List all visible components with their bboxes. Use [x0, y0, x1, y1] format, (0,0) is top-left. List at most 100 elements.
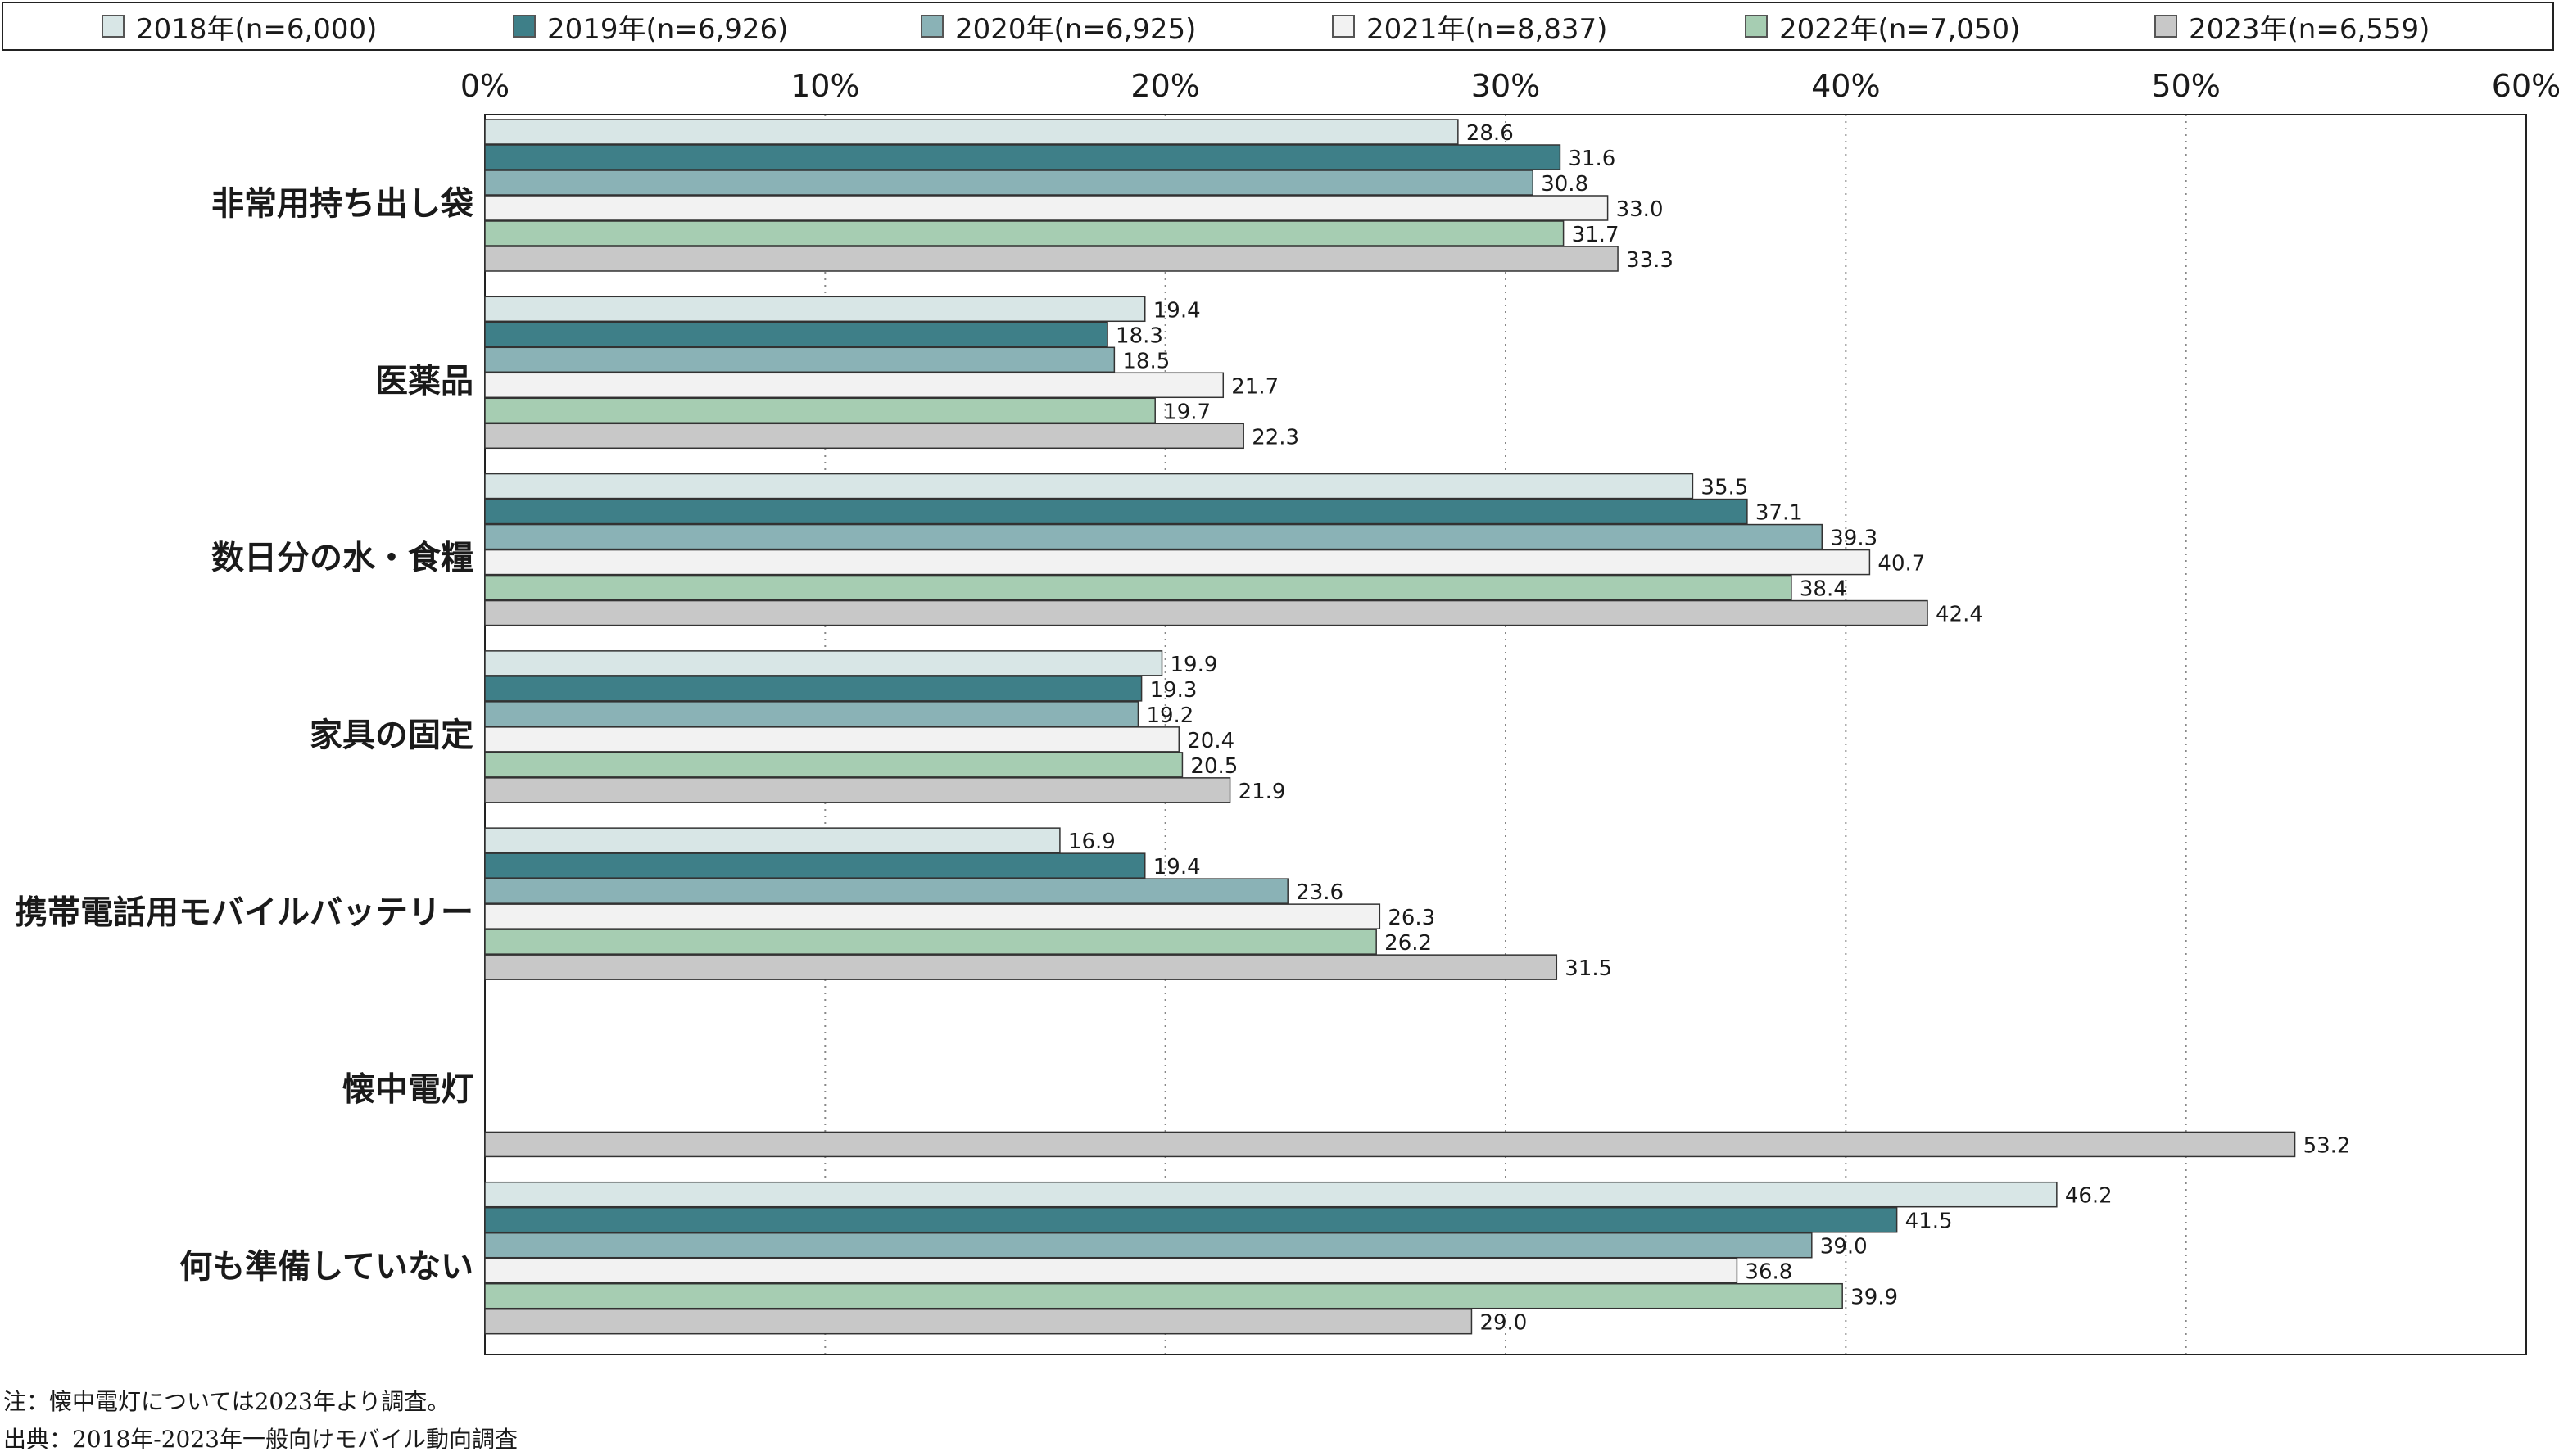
bar [484, 726, 1180, 753]
data-label: 20.5 [1190, 754, 1238, 779]
category-label: 医薬品 [375, 362, 473, 400]
data-label: 37.1 [1755, 501, 1803, 526]
data-label: 53.2 [2303, 1133, 2351, 1158]
legend-item-2022: 2022年(n=7,050) [1745, 3, 2020, 49]
data-label: 28.6 [1466, 121, 1514, 146]
legend-item-2023: 2023年(n=6,559) [2154, 3, 2430, 49]
bar [484, 321, 1108, 348]
data-label: 19.3 [1150, 678, 1198, 703]
data-label: 20.4 [1187, 729, 1234, 753]
data-label: 21.7 [1231, 374, 1279, 399]
category-label: 携帯電話用モバイルバッテリー [15, 893, 473, 931]
data-label: 41.5 [1905, 1210, 1953, 1234]
legend-label-2018: 2018年(n=6,000) [136, 12, 378, 46]
legend-item-2018: 2018年(n=6,000) [102, 3, 377, 49]
bar [484, 220, 1565, 246]
data-label: 19.2 [1146, 703, 1193, 728]
bar [484, 170, 1533, 196]
legend-label-2020: 2020年(n=6,925) [955, 12, 1197, 46]
data-label: 18.3 [1116, 323, 1163, 348]
data-label: 33.0 [1616, 197, 1664, 222]
legend-label-2019: 2019年(n=6,926) [547, 12, 789, 46]
bar [484, 929, 1377, 955]
bar [484, 1206, 1898, 1233]
x-tick-label: 10% [790, 68, 859, 104]
bar [484, 954, 1558, 980]
category-label: 懐中電灯 [342, 1071, 473, 1109]
bar [484, 423, 1244, 450]
chart-legend: 2018年(n=6,000) 2019年(n=6,926) 2020年(n=6,… [2, 2, 2554, 51]
data-label: 38.4 [1800, 577, 1847, 602]
bar [484, 599, 1928, 626]
x-tick-label: 20% [1130, 68, 1199, 104]
x-tick-label: 60% [2492, 68, 2559, 104]
data-label: 26.2 [1384, 931, 1432, 956]
bar [484, 574, 1792, 601]
bar [484, 650, 1163, 676]
bar [484, 1131, 2296, 1158]
data-label: 19.4 [1153, 855, 1201, 879]
category-label: 非常用持ち出し袋 [211, 185, 473, 223]
bar [484, 549, 1871, 576]
data-label: 40.7 [1877, 552, 1925, 577]
legend-label-2021: 2021年(n=8,837) [1366, 12, 1608, 46]
legend-swatch-2022 [1745, 15, 1768, 38]
data-label: 35.5 [1701, 476, 1748, 500]
data-label: 33.3 [1626, 248, 1674, 273]
category-label: 何も準備していない [179, 1248, 473, 1286]
legend-item-2019: 2019年(n=6,926) [513, 3, 788, 49]
bar [484, 1308, 1473, 1335]
bar [484, 878, 1289, 904]
bar [484, 701, 1139, 727]
bar [484, 144, 1561, 170]
bar [484, 473, 1694, 500]
legend-swatch-2021 [1332, 15, 1355, 38]
x-tick-label: 0% [460, 68, 510, 104]
bar [484, 195, 1609, 221]
data-label: 19.9 [1171, 653, 1218, 677]
x-tick-label: 40% [1811, 68, 1880, 104]
data-label: 18.5 [1122, 349, 1170, 373]
bar [484, 372, 1225, 399]
data-label: 36.8 [1745, 1260, 1792, 1285]
bar [484, 1257, 1738, 1284]
data-label: 19.4 [1153, 298, 1201, 323]
data-label: 46.2 [2065, 1184, 2113, 1209]
bar [484, 498, 1748, 525]
bar [484, 903, 1381, 929]
bar [484, 1232, 1813, 1259]
bar [484, 346, 1116, 373]
data-label: 21.9 [1239, 780, 1286, 804]
bar [484, 777, 1231, 803]
bar [484, 827, 1061, 853]
bar [484, 397, 1156, 424]
x-tick-label: 30% [1471, 68, 1540, 104]
legend-label-2022: 2022年(n=7,050) [1779, 12, 2021, 46]
bar [484, 296, 1146, 323]
category-label: 数日分の水・食糧 [211, 540, 473, 577]
data-label: 19.7 [1163, 400, 1211, 424]
legend-swatch-2019 [513, 15, 536, 38]
data-label: 16.9 [1068, 830, 1116, 854]
legend-swatch-2018 [102, 15, 125, 38]
data-label: 31.6 [1568, 147, 1615, 171]
legend-swatch-2023 [2154, 15, 2177, 38]
bar-chart: 0% 10% 20% 30% 40% 50% 60% 非常用持ち出し袋 28.6 31.630.8… [15, 68, 2559, 1355]
bar [484, 119, 1459, 145]
category-label: 家具の固定 [310, 717, 473, 754]
legend-item-2020: 2020年(n=6,925) [921, 3, 1196, 49]
data-label: 31.7 [1572, 223, 1619, 247]
legend-item-2021: 2021年(n=8,837) [1332, 3, 1607, 49]
x-tick-label: 50% [2151, 68, 2220, 104]
data-label: 23.6 [1296, 880, 1343, 905]
legend-label-2023: 2023年(n=6,559) [2189, 12, 2430, 46]
legend-swatch-2020 [921, 15, 944, 38]
data-label: 39.3 [1830, 527, 1877, 551]
data-label: 22.3 [1252, 425, 1299, 450]
data-label: 29.0 [1479, 1311, 1527, 1336]
data-label: 42.4 [1936, 603, 1983, 627]
bar [484, 246, 1619, 272]
bar [484, 1282, 1843, 1309]
chart-note: 注：懐中電灯については2023年より調査。 [3, 1388, 451, 1415]
data-label: 31.5 [1565, 956, 1612, 981]
